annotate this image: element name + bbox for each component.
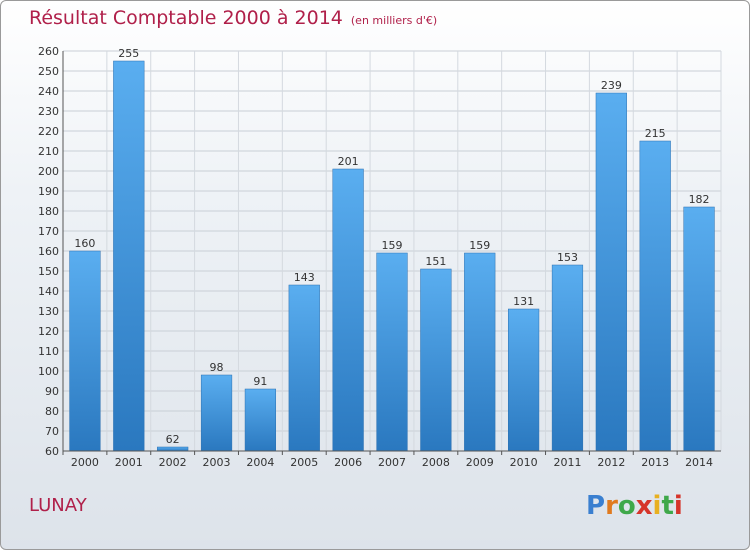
proxiti-logo: Proxiti (586, 491, 683, 521)
axes: 60 70 80 90 100 110 120 130 140 150 160 170 180 190 20… (38, 45, 721, 469)
bar (200, 374, 233, 452)
data-label: 98 (210, 361, 224, 374)
data-label: 62 (166, 433, 180, 446)
y-tick-label: 80 (45, 405, 59, 418)
y-tick-label: 210 (38, 145, 59, 158)
bar (113, 60, 145, 452)
y-tick-label: 100 (38, 365, 59, 378)
x-tick-label: 2001 (115, 456, 143, 469)
bar (551, 264, 584, 452)
logo-letter: o (617, 491, 636, 521)
data-label: 153 (557, 251, 578, 264)
y-tick-label: 230 (38, 105, 59, 118)
chart-title-text: Résultat Comptable 2000 à 2014 (29, 7, 343, 29)
data-label: 91 (253, 375, 267, 388)
bars (69, 60, 715, 452)
data-label: 143 (294, 271, 315, 284)
y-tick-label: 180 (38, 205, 59, 218)
x-tick-label: 2008 (422, 456, 450, 469)
chart-title: Résultat Comptable 2000 à 2014 (en millie… (29, 7, 437, 29)
data-labels: 160 255 62 98 91 143 201 159 151 159 131 153 239 215 1… (74, 47, 709, 446)
data-label: 201 (338, 155, 359, 168)
x-tick-label: 2004 (246, 456, 274, 469)
logo-letter: r (605, 491, 618, 521)
logo-letter: x (635, 491, 653, 521)
bar (157, 446, 189, 452)
bar (464, 252, 496, 452)
y-tick-label: 240 (38, 85, 59, 98)
y-tick-label: 260 (38, 45, 59, 58)
data-label: 131 (513, 295, 534, 308)
x-tick-label: 2009 (466, 456, 494, 469)
x-tick-label: 2000 (71, 456, 99, 469)
y-tick-label: 70 (45, 425, 59, 438)
y-tick-label: 110 (38, 345, 59, 358)
y-tick-label: 60 (45, 445, 59, 458)
location-label: LUNAY (29, 495, 87, 516)
chart-subtitle: (en milliers d'€) (350, 14, 438, 27)
bar (69, 250, 101, 452)
x-tick-label: 2006 (334, 456, 362, 469)
y-tick-label: 140 (38, 285, 59, 298)
y-tick-label: 170 (38, 225, 59, 238)
logo-letter: t (661, 491, 674, 521)
data-label: 160 (74, 237, 95, 250)
data-label: 182 (689, 193, 710, 206)
x-tick-label: 2002 (159, 456, 187, 469)
bar (683, 206, 715, 452)
bar (244, 388, 277, 452)
data-label: 151 (425, 255, 446, 268)
x-tick-label: 2007 (378, 456, 406, 469)
data-label: 255 (118, 47, 139, 60)
logo-letter: P (586, 491, 606, 521)
logo-letter: i (652, 491, 662, 521)
data-label: 239 (601, 79, 622, 92)
bar (376, 252, 408, 452)
y-tick-label: 160 (38, 245, 59, 258)
y-tick-label: 250 (38, 65, 59, 78)
data-label: 215 (645, 127, 666, 140)
x-tick-label: 2005 (290, 456, 318, 469)
data-label: 159 (469, 239, 490, 252)
x-tick-label: 2003 (203, 456, 231, 469)
y-tick-label: 130 (38, 305, 59, 318)
bar (420, 268, 452, 452)
x-tick-label: 2014 (685, 456, 713, 469)
y-tick-label: 190 (38, 185, 59, 198)
bar (288, 284, 320, 452)
data-label: 159 (382, 239, 403, 252)
x-tick-label: 2012 (597, 456, 625, 469)
x-tick-label: 2011 (553, 456, 581, 469)
y-tick-label: 150 (38, 265, 59, 278)
bar (332, 168, 364, 452)
x-tick-label: 2010 (510, 456, 538, 469)
x-tick-label: 2013 (641, 456, 669, 469)
bar (595, 92, 627, 452)
logo-letter: i (673, 491, 683, 521)
y-tick-label: 200 (38, 165, 59, 178)
y-tick-label: 90 (45, 385, 59, 398)
y-tick-label: 120 (38, 325, 59, 338)
bar (639, 140, 671, 452)
y-tick-label: 220 (38, 125, 59, 138)
bar (507, 308, 540, 452)
